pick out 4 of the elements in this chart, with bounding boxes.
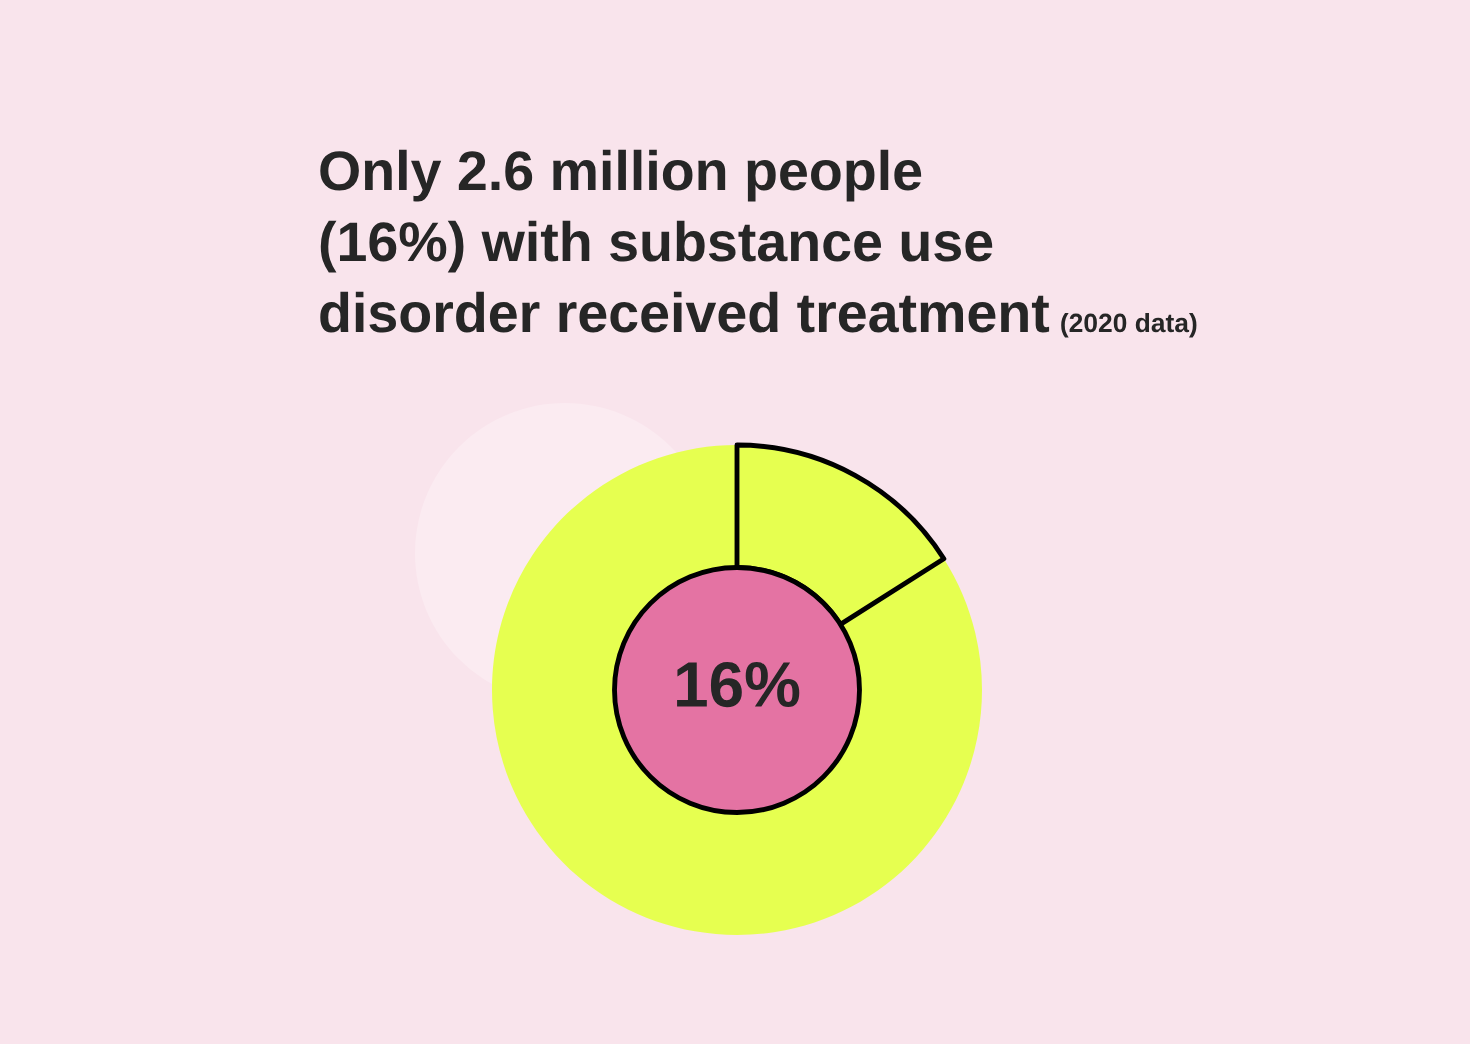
data-label: 16%: [677, 661, 800, 708]
donut-slice: [492, 445, 982, 935]
chart-title: Only 2.6 million people (16%) with substance use disorder received treatment: [320, 149, 1050, 333]
text: (2020 data): [1061, 312, 1197, 338]
